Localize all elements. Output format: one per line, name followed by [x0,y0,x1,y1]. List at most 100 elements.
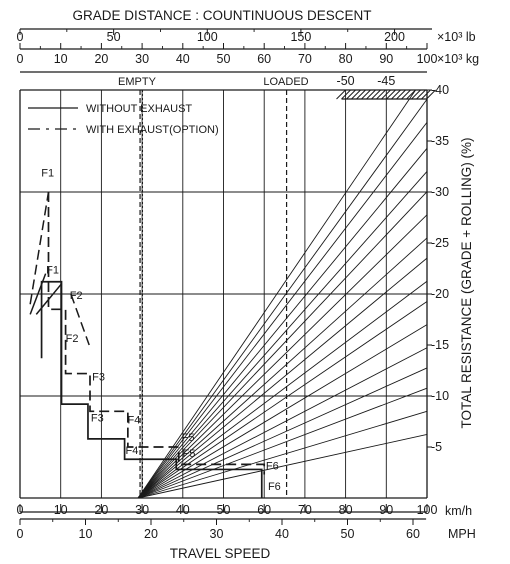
gear-label: F1 [46,265,59,277]
unit-label-lb: ×10³ lb [437,30,476,44]
tick-label-mph: 20 [144,527,158,541]
hatch-stroke [341,89,351,100]
gear-label: F5 [182,448,195,460]
gear-label: F6 [266,460,279,472]
hatch-stroke [426,89,436,100]
resistance-line [137,122,428,499]
tick-label-kmh: 40 [176,503,190,517]
series-line-without-exhaust [40,280,263,498]
hatch-stroke [391,89,401,100]
gear-label: F3 [91,413,104,425]
tick-label-kmh: 0 [17,503,24,517]
resistance-lines [137,89,428,499]
tick-labels: 0 10 20 30 40 50 60 70 80 90 100 km/h0 10 20 30 40 50 60 M… [17,29,479,541]
gear-label: F3 [92,372,105,384]
resistance-line [137,214,428,499]
tick-label-mph: 10 [79,527,93,541]
hatch-stroke [416,89,426,100]
tick-label-kg: 30 [135,52,149,66]
y-axis-title: TOTAL RESISTANCE (GRADE + ROLLING) (%) [459,138,474,429]
tick-label-kmh: 100 [417,503,438,517]
hatch-stroke [421,89,431,100]
grid [20,90,427,498]
tick-label-lb: 200 [384,30,405,44]
tick-label-kg: 90 [379,52,393,66]
series-segment [29,273,47,315]
resistance-line [137,98,428,499]
tick-label-kmh: 60 [257,503,271,517]
tick-label-kg: 60 [257,52,271,66]
hatch-stroke [366,89,376,100]
gear-labels: F1 F1 F2 F2 F3 F3 F4 F4 F5 F5 F6 F6 [41,168,281,493]
tick-label-kmh: 20 [94,503,108,517]
unit-label-kmh: km/h [445,504,472,518]
weight-markers [139,90,288,498]
hatch-stroke [351,89,361,100]
gear-label: F2 [70,290,83,302]
tick-label-resistance: -40 [431,83,449,97]
unit-label-mph: MPH [448,527,476,541]
resistance-line [137,410,428,499]
gear-label: F1 [41,168,54,180]
resistance-line [137,191,428,499]
resistance-line [137,280,428,499]
hatch-stroke [411,89,421,100]
tick-label-resistance: -15 [431,338,449,352]
tick-label-lb: 150 [290,30,311,44]
tick-label-kg: 80 [339,52,353,66]
resistance-line [137,387,428,499]
tick-label-resistance: -20 [431,287,449,301]
tick-label-kmh: 50 [217,503,231,517]
tick-label-resistance: -35 [431,134,449,148]
resistance-line [137,367,428,499]
loaded-marker-label: LOADED [263,76,308,88]
tick-label-lb: 100 [197,30,218,44]
unit-label-kg: ×10³ kg [437,52,479,66]
tick-label-kg: 10 [54,52,68,66]
tick-label-mph: 0 [17,527,24,541]
hatch-stroke [371,89,381,100]
resistance-line [137,324,428,499]
gear-label: F4 [128,415,141,427]
resistance-line [137,257,428,499]
hatch-stroke [386,89,396,100]
tick-label-mph: 60 [406,527,420,541]
hatch-stroke [361,89,371,100]
hatch-stroke [401,89,411,100]
hatch-stroke [336,89,346,100]
hatched-corner [336,89,436,100]
resistance-line [137,171,428,499]
tick-label-lb: 50 [107,30,121,44]
legend-label-with-exhaust: WITH EXHAUST(OPTION) [86,124,219,136]
tick-label-kg: 70 [298,52,312,66]
tick-label-kg: 50 [217,52,231,66]
tick-label-kg: 100 [417,52,438,66]
chart-title: GRADE DISTANCE : COUNTINUOUS DESCENT [72,8,371,23]
gear-label: F5 [182,432,195,444]
hatch-stroke [381,89,391,100]
legend: WITHOUT EXHAUST WITH EXHAUST(OPTION) [28,103,219,136]
series-lines [29,191,266,498]
hatch-stroke [346,89,356,100]
resistance-line [137,301,428,499]
gear-label: F6 [268,481,281,493]
resistance-line [137,148,428,499]
tick-label-resistance: -25 [431,236,449,250]
hatch-stroke [396,89,406,100]
tick-label-mph: 40 [275,527,289,541]
tick-label-mph: 30 [210,527,224,541]
tick-label-kmh: 30 [135,503,149,517]
hatch-stroke [406,89,416,100]
x-axis-title: TRAVEL SPEED [170,546,271,561]
tick-label-kg: 40 [176,52,190,66]
tick-label-kg: 0 [17,52,24,66]
tick-label-resistance: -30 [431,185,449,199]
resistance-line [137,433,428,499]
tick-label-lb: 0 [17,30,24,44]
series-segment [29,191,50,305]
series-line-with-exhaust [47,192,266,475]
resistance-line [137,347,428,499]
gear-label: F2 [66,333,79,345]
empty-marker-label: EMPTY [118,76,157,88]
